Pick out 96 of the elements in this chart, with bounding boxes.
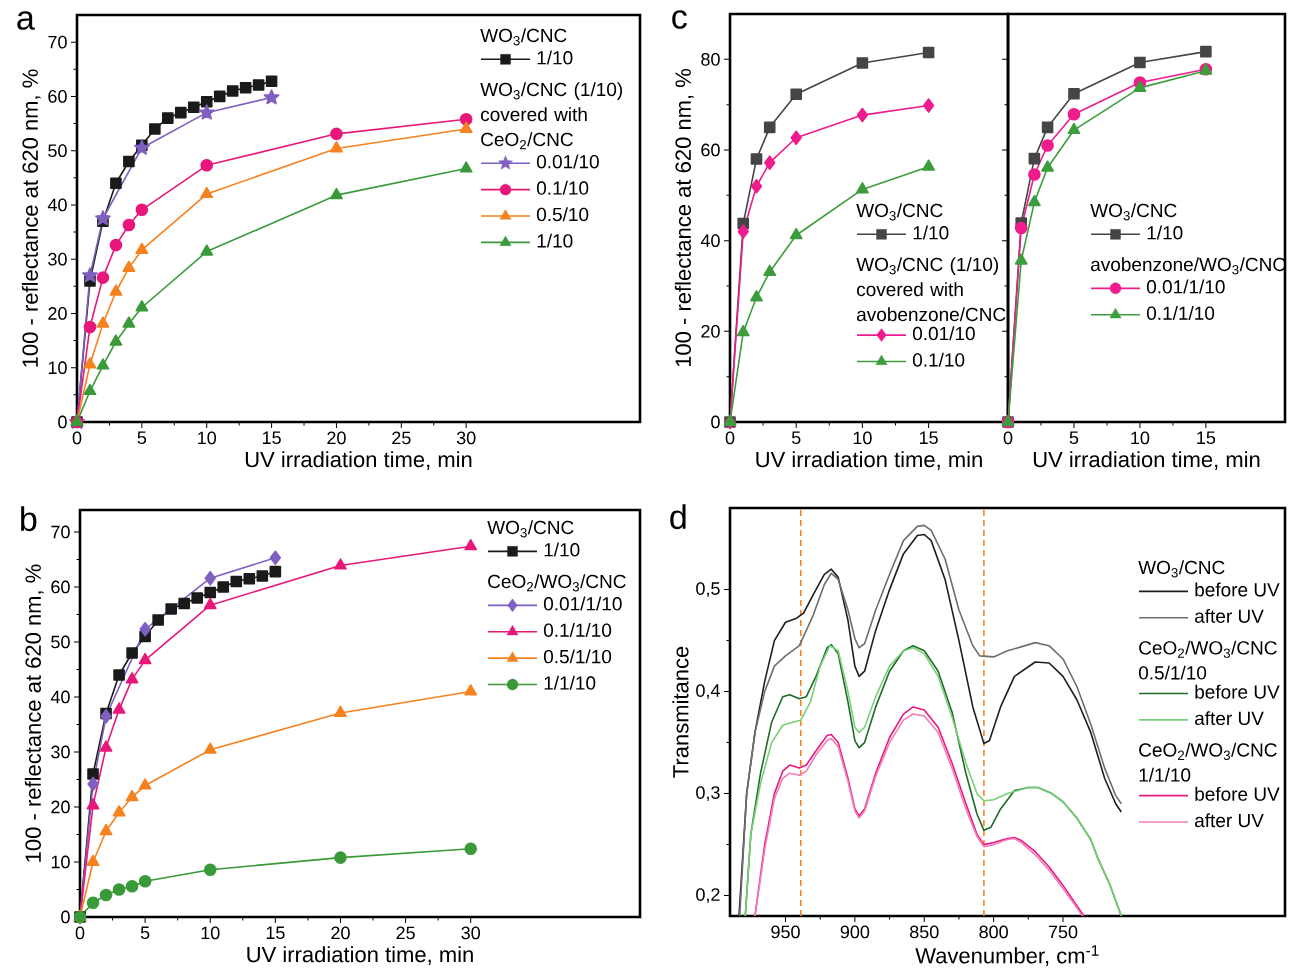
y-tick-label: 80 [701,52,720,66]
x-tick-label: 0 [72,431,82,445]
legend-title: WO$_{3}$/CNC [480,28,567,46]
x-tick-label: 25 [392,431,411,445]
x-tick-label: 0 [725,431,735,445]
x-axis-title: UV irradiation time, min [245,451,472,470]
x-tick-label: 5 [137,431,147,445]
legend-label: 1/10 [1147,225,1183,240]
x-axis-title: Wavenumber, cm$^{-1}$ [915,945,1099,967]
legend-label: 1/1/10 [544,675,596,690]
x-tick-label: 10 [853,431,872,445]
chart-title: d [670,504,686,530]
x-tick-label: 15 [262,431,281,445]
y-tick-label: 0 [58,415,67,429]
x-tick-label: 0 [1003,431,1013,445]
legend-title: WO$_{3}$/CNC [856,203,943,221]
y-tick-label: 0,5 [696,582,720,598]
legend-label: 1/10 [537,233,573,248]
legend-label: 1/10 [544,542,580,557]
legend-label: after UV [1195,813,1264,828]
x-tick-label: 5 [1069,431,1079,445]
y-tick-label: 40 [50,690,70,704]
x-tick-label: 900 [840,925,870,939]
y-tick-label: 20 [51,800,70,814]
y-tick-label: 30 [51,745,70,759]
x-tick-label: 20 [327,431,346,445]
legend-title: WO$_{3}$/CNC [1090,203,1177,221]
legend-label: 0.5/1/10 [543,649,612,664]
legend-label: 0.1/1/10 [1146,305,1215,320]
y-tick-label: 50 [51,635,70,649]
y-axis-title: 100 - reflectance at 620 nm, % [674,69,694,367]
y-tick-label: 50 [48,144,67,158]
y-tick-label: 10 [48,361,67,375]
annotation: avobenzone/WO$_{3}$/CNC [1091,257,1286,275]
legend-label: after UV [1195,711,1264,726]
annotation: CeO$_{2}$/WO$_{3}$/CNC [488,574,626,592]
x-tick-label: 10 [198,431,217,445]
y-tick-label: 40 [700,234,720,248]
x-tick-label: 5 [791,431,801,445]
chart-title: a [17,11,35,30]
x-tick-label: 30 [456,431,476,445]
legend-label: 0.1/10 [912,352,965,367]
y-tick-label: 20 [701,324,720,338]
legend-title: WO$_{3}$/CNC [1138,560,1225,578]
legend-label: 0.1/10 [536,180,589,195]
legend-label: 1/10 [913,225,949,240]
y-tick-label: 30 [48,252,67,266]
legend-label: after UV [1195,608,1264,623]
x-tick-label: 10 [1131,431,1150,445]
legend-label: 0.01/1/10 [543,596,622,611]
chart-title: b [21,506,37,532]
x-tick-label: 25 [396,926,415,940]
annotation: WO$_{3}$/CNC (1/10) covered with CeO$_{2}$/CNC [480,82,623,150]
y-tick-label: 0 [61,910,70,924]
y-tick-label: 0,2 [696,888,720,904]
legend-label: 0.01/10 [536,154,599,169]
x-tick-label: 950 [771,925,800,939]
x-tick-label: 15 [266,926,285,940]
annotation: WO$_{3}$/CNC (1/10) covered with avobenzone/CNC [856,257,1006,322]
chart-title: c [672,10,687,29]
x-axis-title: UV irradiation time, min [1033,451,1260,470]
y-tick-label: 10 [51,855,70,869]
x-tick-label: 30 [461,926,481,940]
legend-label: 0.1/1/10 [543,622,612,637]
legend-label: 1/10 [537,50,573,65]
legend-title: WO$_{3}$/CNC [487,520,574,538]
x-tick-label: 20 [331,926,350,940]
x-tick-label: 0 [75,926,85,940]
y-tick-label: 70 [51,525,70,539]
y-tick-label: 0,4 [696,684,720,700]
y-tick-label: 40 [47,198,67,212]
y-tick-label: 0 [711,415,720,429]
x-tick-label: 750 [1048,925,1078,939]
y-axis-title: 100 - reflectance at 620 nm, % [24,564,44,862]
y-tick-label: 20 [48,307,67,320]
y-tick-label: 0,3 [696,786,720,802]
legend-label: before UV [1195,582,1280,597]
y-tick-label: 60 [51,580,70,594]
legend-label: 0.01/1/10 [1146,279,1225,294]
x-tick-label: 15 [1197,431,1216,445]
x-axis-title: UV irradiation time, min [247,946,473,965]
legend-label: before UV [1195,786,1280,801]
x-tick-label: 15 [919,431,938,445]
x-tick-label: 10 [201,926,220,940]
legend-label: before UV [1195,684,1280,699]
y-axis-title: Transmitance [672,646,689,778]
x-tick-label: 5 [140,926,150,940]
y-tick-label: 60 [701,143,720,157]
y-axis-title: 100 - reflectance at 620 nm, % [21,69,41,367]
x-tick-label: 800 [979,925,1008,939]
legend-label: 0.01/10 [912,326,975,341]
x-axis-title: UV irradiation time, min [756,451,982,470]
y-tick-label: 70 [48,35,67,49]
legend-label: 0.5/10 [536,207,589,222]
x-tick-label: 850 [910,925,939,939]
y-tick-label: 60 [48,90,67,103]
